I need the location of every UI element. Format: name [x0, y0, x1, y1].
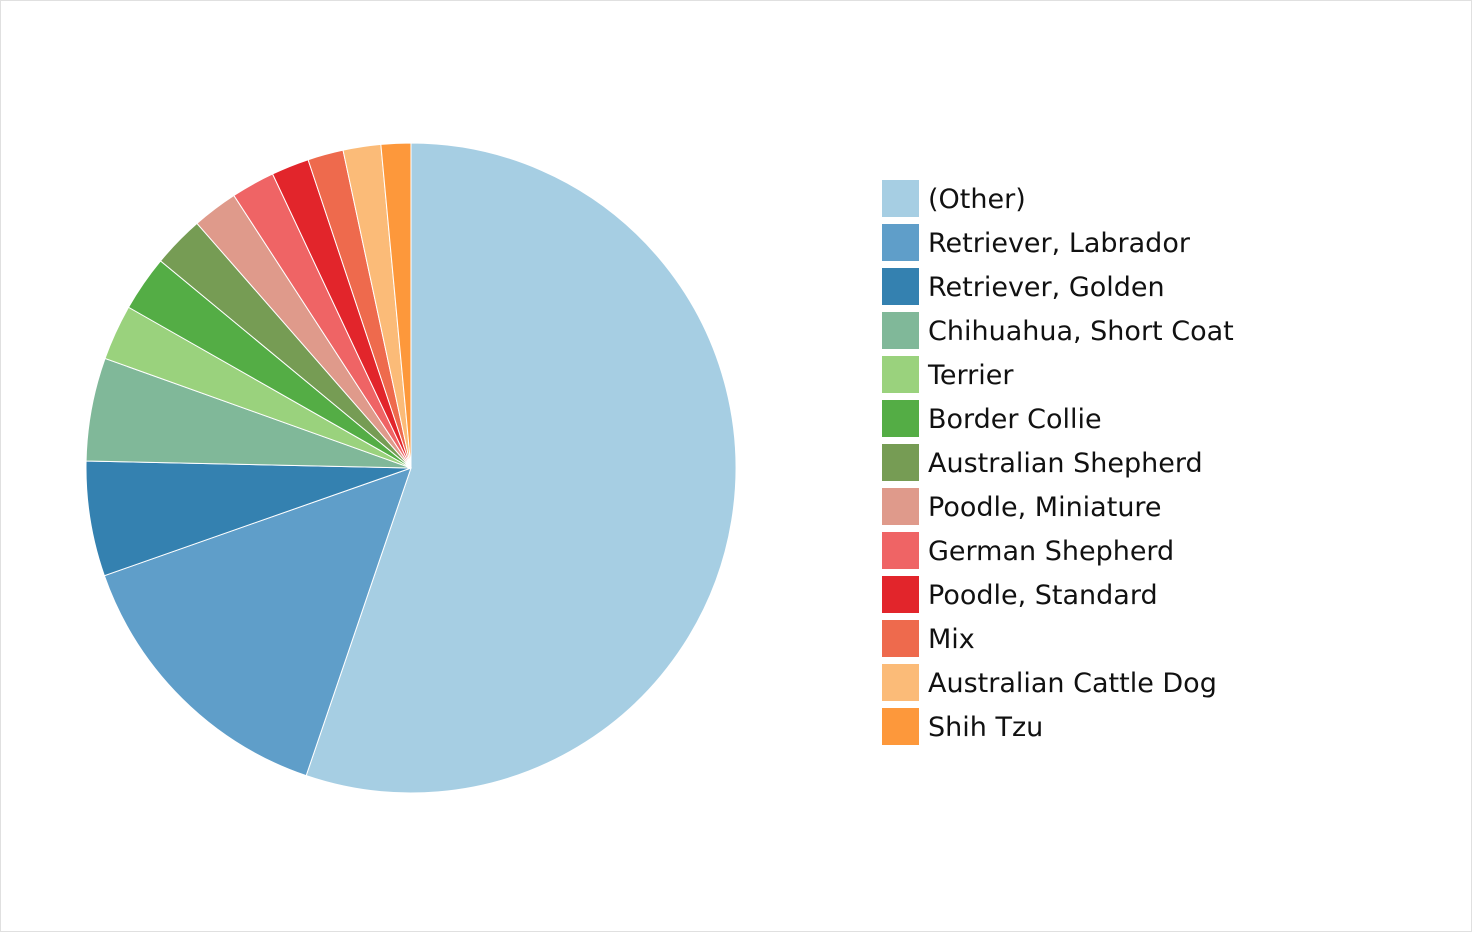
- legend-label: Shih Tzu: [928, 712, 1044, 743]
- legend-label: Poodle, Standard: [928, 580, 1158, 611]
- pie-chart: [85, 142, 737, 794]
- legend-label: Australian Cattle Dog: [928, 668, 1217, 699]
- pie-slice-1[interactable]: [103, 467, 412, 777]
- legend-swatch: [882, 664, 919, 701]
- legend-label: (Other): [928, 184, 1026, 215]
- legend-label: Poodle, Miniature: [928, 492, 1162, 523]
- legend-label: Border Collie: [928, 404, 1102, 435]
- legend-swatch: [882, 576, 919, 613]
- legend-swatch: [882, 708, 919, 745]
- legend-label: Retriever, Labrador: [928, 228, 1190, 259]
- legend-swatch: [882, 488, 919, 525]
- pie-slice-12[interactable]: [380, 142, 412, 469]
- legend-swatch: [882, 444, 919, 481]
- legend-swatch: [882, 312, 919, 349]
- legend-label: Mix: [928, 624, 975, 655]
- legend-label: Terrier: [928, 360, 1014, 391]
- legend-swatch: [882, 620, 919, 657]
- legend-swatch: [882, 356, 919, 393]
- legend-label: Retriever, Golden: [928, 272, 1165, 303]
- legend-swatch: [882, 532, 919, 569]
- legend-swatch: [882, 400, 919, 437]
- pie-slice-0[interactable]: [305, 142, 737, 794]
- legend-label: Australian Shepherd: [928, 448, 1203, 479]
- legend-label: Chihuahua, Short Coat: [928, 316, 1234, 347]
- legend-label: German Shepherd: [928, 536, 1175, 567]
- legend-swatch: [882, 268, 919, 305]
- legend-swatch: [882, 224, 919, 261]
- legend-swatch: [882, 180, 919, 217]
